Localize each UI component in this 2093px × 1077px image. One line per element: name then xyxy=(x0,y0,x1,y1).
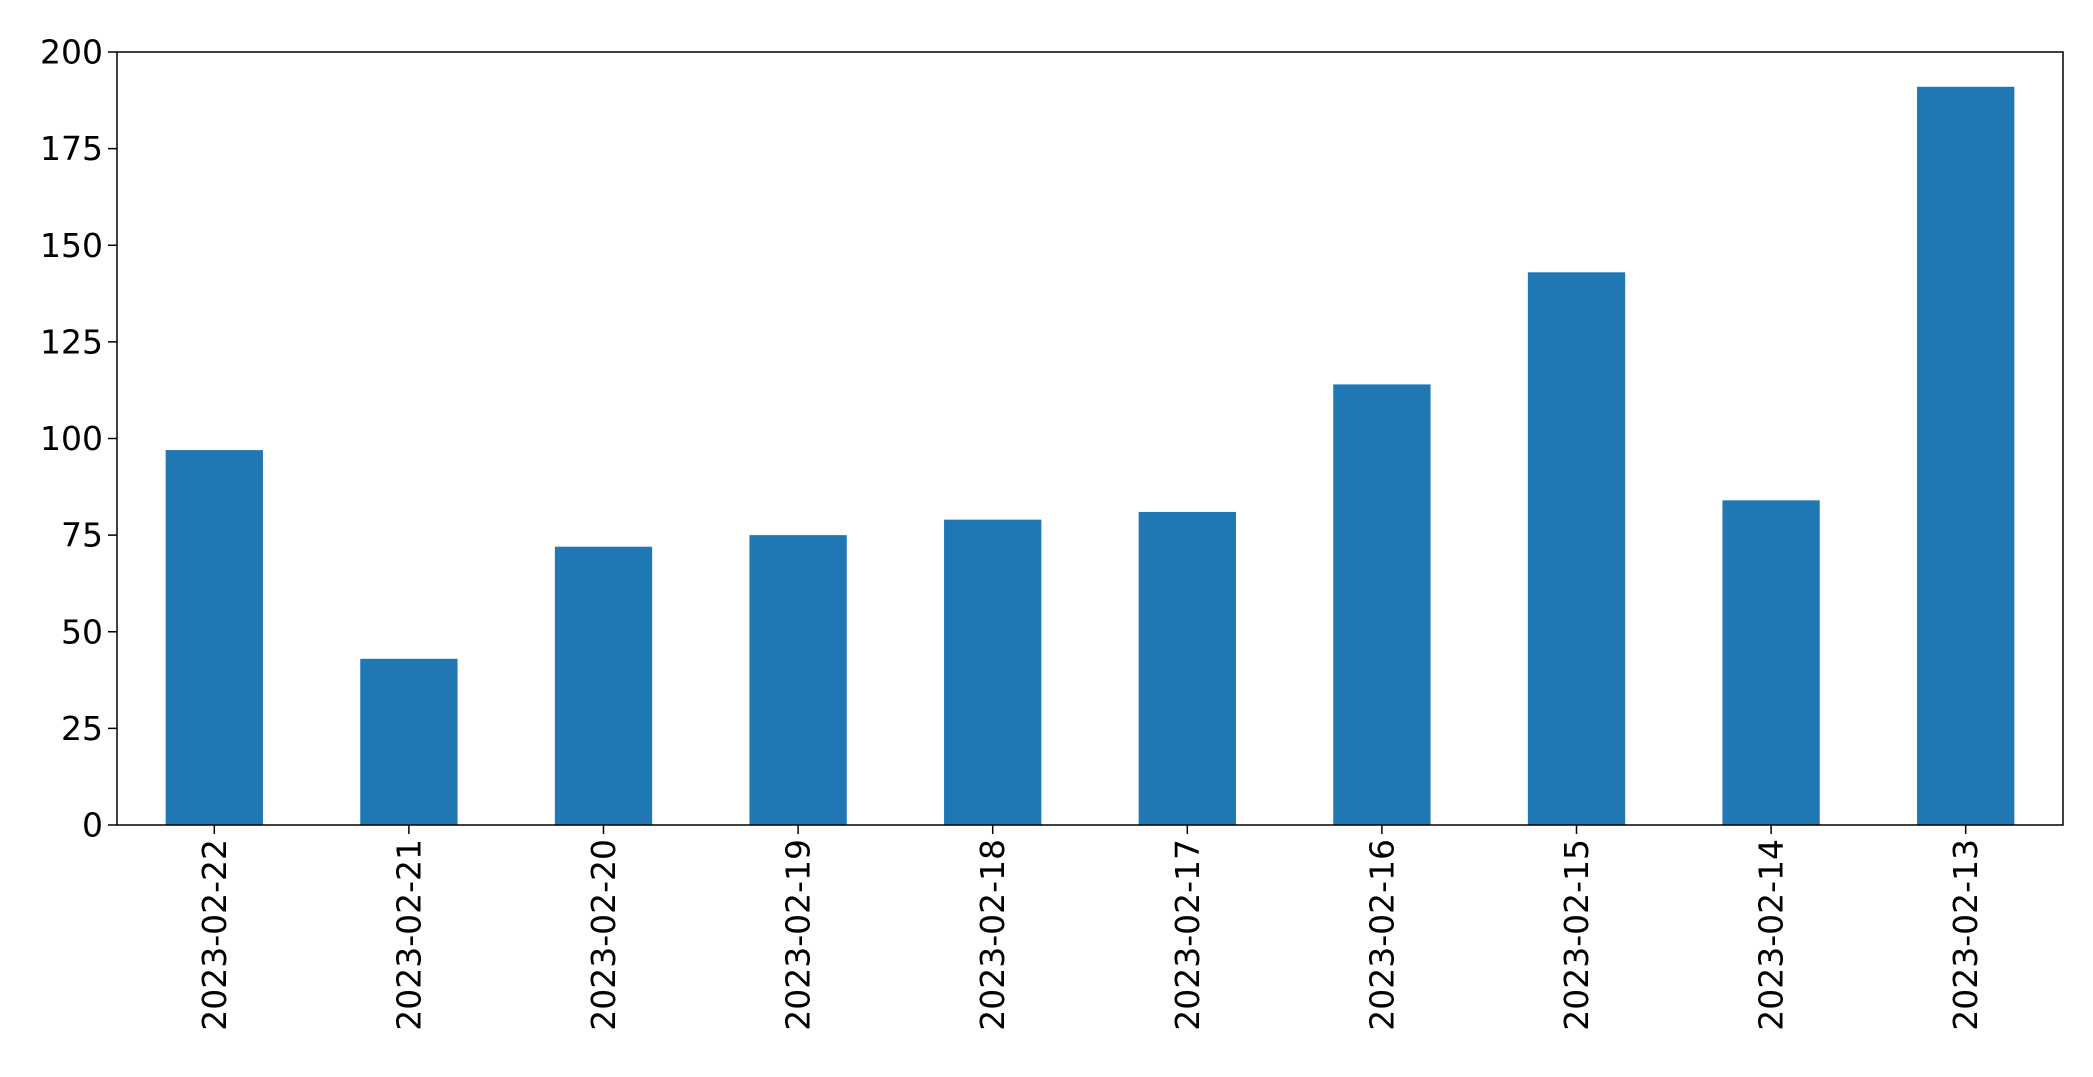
bar-2023-02-19 xyxy=(749,535,847,825)
bar-2023-02-15 xyxy=(1527,272,1626,825)
bar-2023-02-17 xyxy=(1138,511,1236,825)
bar-2023-02-18 xyxy=(944,519,1042,825)
x-axis: 2023-02-22 2023-02-21 2023-02-20 2023-02-19… xyxy=(195,825,1985,1031)
y-tick-label: 200 xyxy=(40,33,103,72)
bar-2023-02-20 xyxy=(554,546,653,825)
y-tick-label: 100 xyxy=(40,419,103,458)
x-tick-label: 2023-02-15 xyxy=(1557,839,1596,1031)
bar-2023-02-22 xyxy=(165,450,263,825)
x-tick-label: 2023-02-14 xyxy=(1752,839,1791,1031)
x-tick-label: 2023-02-17 xyxy=(1168,839,1207,1031)
plot-frame xyxy=(116,51,2064,826)
x-tick-label: 2023-02-13 xyxy=(1946,839,1985,1031)
x-tick-label: 2023-02-18 xyxy=(973,839,1012,1031)
bar-2023-02-21 xyxy=(360,658,458,825)
y-tick-label: 50 xyxy=(61,612,103,651)
y-tick-label: 150 xyxy=(40,226,103,265)
y-tick-label: 125 xyxy=(40,322,103,361)
x-tick-label: 2023-02-19 xyxy=(779,839,818,1031)
y-tick-label: 0 xyxy=(82,806,103,845)
bar-2023-02-16 xyxy=(1333,384,1431,825)
y-tick-label: 25 xyxy=(61,709,103,748)
x-tick-label: 2023-02-22 xyxy=(195,839,234,1031)
y-tick-label: 75 xyxy=(61,516,103,555)
x-tick-label: 2023-02-20 xyxy=(584,839,623,1031)
bar-2023-02-13 xyxy=(1917,86,2015,825)
x-tick-label: 2023-02-21 xyxy=(389,839,428,1031)
y-axis: 0 25 50 75 100 125 150 175 200 xyxy=(40,33,117,845)
x-tick-label: 2023-02-16 xyxy=(1362,839,1401,1031)
y-tick-label: 175 xyxy=(40,129,103,168)
bars-layer xyxy=(165,86,2015,825)
bar-2023-02-14 xyxy=(1722,500,1820,825)
